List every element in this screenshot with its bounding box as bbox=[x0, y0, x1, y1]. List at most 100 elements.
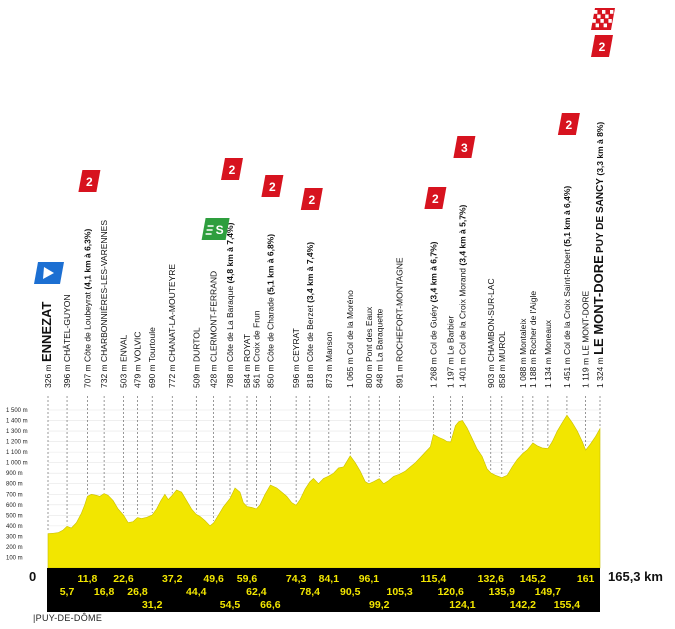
waypoint-altitude: 1 324 m bbox=[595, 357, 605, 388]
finish-flag-check bbox=[605, 14, 609, 19]
waypoint-altitude: 1 188 m bbox=[528, 357, 538, 388]
climb-badge-shape bbox=[591, 35, 613, 57]
km-marker: 49,6 bbox=[203, 573, 224, 585]
waypoint-altitude: 584 m bbox=[242, 364, 252, 388]
footer-region: |PUY-DE-DÔME bbox=[33, 613, 103, 623]
climb-category-badge: 2 bbox=[221, 158, 243, 180]
finish-flag-check bbox=[592, 19, 596, 23]
waypoint-label: 1 188 m Rocher de l'Aigle bbox=[528, 291, 538, 388]
climb-category-badge: 2 bbox=[78, 170, 101, 192]
km-marker: 44,4 bbox=[186, 586, 207, 598]
waypoint-altitude: 503 m bbox=[119, 364, 129, 388]
waypoint-label: 596 m CEYRAT bbox=[291, 328, 301, 388]
climb-badge-shape bbox=[453, 136, 476, 158]
waypoint-label: 326 m ENNEZAT bbox=[39, 302, 54, 388]
waypoint-name: Le Barbier bbox=[446, 316, 456, 355]
climb-category-badge: 2 bbox=[591, 35, 613, 57]
km-marker: 142,2 bbox=[510, 599, 536, 611]
waypoint-label: 1 401 m Col de la Croix Morand (3,4 km à… bbox=[457, 204, 467, 388]
km-marker: 66,6 bbox=[260, 599, 281, 611]
waypoint-altitude: 1 268 m bbox=[428, 357, 438, 388]
waypoint-label: 903 m CHAMBON-SUR-LAC bbox=[486, 278, 496, 388]
waypoint-altitude: 788 m bbox=[225, 364, 235, 388]
finish-flag-check bbox=[595, 23, 599, 28]
km-marker: 26,8 bbox=[127, 586, 148, 598]
km-marker: 135,9 bbox=[489, 586, 515, 598]
waypoint-altitude: 596 m bbox=[291, 364, 301, 388]
waypoint-text: 1 134 m Moneaux bbox=[543, 319, 553, 388]
sprint-badge: S bbox=[201, 218, 230, 240]
elevation-profile-area bbox=[47, 414, 601, 569]
km-marker: 84,1 bbox=[319, 573, 340, 585]
waypoint-label: 800 m Pont des Eaux bbox=[364, 306, 374, 388]
waypoint-name: VOLVIC bbox=[133, 331, 143, 362]
km-marker: 62,4 bbox=[246, 586, 267, 598]
finish-flag-check bbox=[608, 19, 612, 23]
waypoint-name: CHARBONNIÈRES-LES-VARENNES bbox=[99, 220, 109, 362]
waypoint-text: 848 m La Baraquette bbox=[374, 308, 384, 388]
waypoint-altitude: 858 m bbox=[497, 364, 507, 388]
climb-category: 2 bbox=[566, 118, 573, 132]
waypoint-text: 858 m MUROL bbox=[497, 331, 507, 388]
climb-category-badge: 2 bbox=[557, 113, 580, 135]
waypoint-text: 903 m CHAMBON-SUR-LAC bbox=[486, 278, 496, 388]
waypoint-text: 1 324 m LE MONT-DORE PUY DE SANCY (3,3 k… bbox=[591, 122, 606, 388]
waypoint-altitude: 1 119 m bbox=[581, 358, 591, 388]
km-marker: 124,1 bbox=[449, 599, 475, 611]
waypoint-text: 707 m Côte de Loubeyrat (4,1 km à 6,3%) bbox=[82, 229, 92, 388]
waypoint-name: Manson bbox=[324, 331, 334, 362]
waypoint-altitude: 509 m bbox=[191, 364, 201, 388]
start-km-label: 0 bbox=[29, 569, 36, 584]
climb-category: 2 bbox=[599, 40, 606, 54]
waypoint-climb-detail: (5,1 km à 6,4%) bbox=[562, 186, 572, 247]
waypoint-altitude: 561 m bbox=[251, 364, 261, 388]
climb-category-badge: 2 bbox=[261, 175, 284, 197]
waypoint-label: 1 324 m LE MONT-DORE PUY DE SANCY (3,3 k… bbox=[591, 122, 606, 388]
waypoint-label: 690 m Tourtoule bbox=[147, 327, 157, 388]
waypoint-name: LE MONT-DORE bbox=[581, 291, 591, 356]
waypoint-text: 503 m ENVAL bbox=[119, 334, 129, 388]
waypoint-label: 707 m Côte de Loubeyrat (4,1 km à 6,3%) bbox=[82, 229, 92, 388]
waypoint-name: Col de la Moréno bbox=[345, 290, 355, 355]
waypoint-name: CHAMBON-SUR-LAC bbox=[486, 278, 496, 362]
waypoint-text: 596 m CEYRAT bbox=[291, 328, 301, 388]
waypoint-altitude: 396 m bbox=[62, 364, 72, 388]
waypoint-altitude: 479 m bbox=[133, 364, 143, 388]
km-marker: 149,7 bbox=[535, 586, 561, 598]
km-band bbox=[47, 568, 600, 612]
waypoint-label: 1 088 m Montaleix bbox=[518, 318, 528, 388]
waypoint-name: CHÂTEL-GUYON bbox=[62, 294, 72, 362]
waypoint-name: La Baraquette bbox=[374, 308, 384, 362]
climb-badge-shape bbox=[261, 175, 284, 197]
waypoint-altitude: 800 m bbox=[364, 364, 374, 388]
climb-badge-shape bbox=[221, 158, 243, 180]
waypoint-altitude: 1 065 m bbox=[345, 357, 355, 388]
finish-flag-check bbox=[597, 14, 601, 19]
waypoint-name: Côte de La Baraque bbox=[225, 286, 235, 362]
km-marker: 161 bbox=[577, 573, 595, 585]
km-marker: 22,6 bbox=[113, 573, 134, 585]
y-tick-label: 1 000 m bbox=[6, 461, 28, 467]
km-marker: 5,7 bbox=[60, 586, 75, 598]
climb-category-badge: 2 bbox=[300, 188, 323, 210]
waypoint-name: Pont des Eaux bbox=[364, 306, 374, 362]
waypoint-altitude: 1 401 m bbox=[457, 357, 467, 388]
waypoint-name: Rocher de l'Aigle bbox=[528, 291, 538, 355]
waypoint-text: 1 451 m Col de la Croix Saint-Robert (5,… bbox=[562, 186, 572, 388]
waypoint-text: 891 m ROCHEFORT-MONTAGNE bbox=[395, 257, 405, 388]
km-marker: 145,2 bbox=[520, 573, 546, 585]
waypoint-label: 858 m MUROL bbox=[497, 331, 507, 388]
waypoint-text: 788 m Côte de La Baraque (4,8 km à 7,4%) bbox=[225, 222, 235, 388]
waypoint-text: 326 m ENNEZAT bbox=[39, 302, 54, 388]
waypoint-text: 1 401 m Col de la Croix Morand (3,4 km à… bbox=[457, 204, 467, 388]
km-marker: 99,2 bbox=[369, 599, 390, 611]
y-tick-label: 800 m bbox=[6, 482, 23, 488]
km-marker: 105,3 bbox=[386, 586, 412, 598]
km-marker: 74,3 bbox=[286, 573, 307, 585]
y-tick-label: 500 m bbox=[6, 513, 23, 519]
waypoint-label: 509 m DURTOL bbox=[191, 327, 201, 388]
waypoint-text: 584 m ROYAT bbox=[242, 334, 252, 388]
km-marker: 115,4 bbox=[421, 573, 447, 585]
waypoint-text: 1 088 m Montaleix bbox=[518, 318, 528, 388]
waypoint-name: Côte de Charade bbox=[265, 297, 275, 362]
